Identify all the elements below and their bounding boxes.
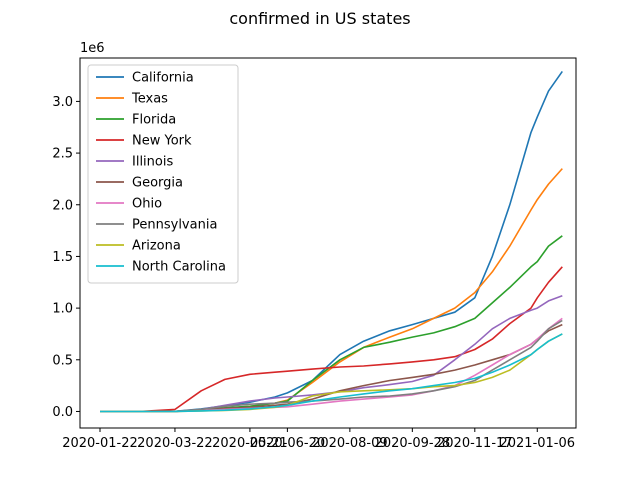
x-tick-label: 2020-08-09 bbox=[312, 436, 388, 451]
legend-label-5: Georgia bbox=[132, 176, 183, 191]
plot-area-frame bbox=[79, 57, 577, 429]
legend-label-8: Arizona bbox=[132, 239, 181, 254]
legend-box bbox=[87, 64, 239, 284]
x-axis: 2020-01-22 2020-03-22 2020-05-212020-06-20… bbox=[62, 428, 575, 451]
series-line-9 bbox=[100, 333, 563, 413]
x-tick-label: 2020-06-20 bbox=[250, 436, 326, 451]
y-tick-label: 2.5 bbox=[52, 147, 73, 162]
series-line-7 bbox=[100, 319, 563, 413]
legend: California Texas Florida New York Illinois Ge… bbox=[87, 64, 239, 284]
y-tick-label: 1.5 bbox=[52, 250, 73, 265]
chart-title: confirmed in US states bbox=[229, 9, 410, 28]
x-tick-label: 2020-09-28 bbox=[375, 436, 451, 451]
legend-label-9: North Carolina bbox=[132, 260, 226, 275]
y-tick-label: 3.0 bbox=[52, 95, 73, 110]
x-tick-label: 2020-03-22 bbox=[137, 436, 213, 451]
y-tick-label: 0.0 bbox=[52, 405, 73, 420]
legend-label-1: Texas bbox=[131, 92, 168, 107]
legend-label-7: Pennsylvania bbox=[132, 218, 217, 233]
series-line-3 bbox=[100, 266, 563, 413]
y-axis-offset-label: 1e6 bbox=[80, 41, 105, 56]
y-tick-label: 1.0 bbox=[52, 302, 73, 317]
legend-label-6: Ohio bbox=[132, 197, 162, 212]
y-tick-label: 0.5 bbox=[52, 353, 73, 368]
legend-label-4: Illinois bbox=[132, 155, 173, 170]
legend-label-3: New York bbox=[132, 134, 192, 149]
y-axis: 0.0 0.5 1.0 1.5 2.0 2.5 3.0 bbox=[52, 95, 80, 420]
x-tick-label: 2020-01-22 bbox=[62, 436, 138, 451]
x-tick-label: 2021-01-06 bbox=[499, 436, 575, 451]
x-tick-label: 2020-05-21 bbox=[212, 436, 288, 451]
legend-label-2: Florida bbox=[132, 113, 176, 128]
y-tick-label: 2.0 bbox=[52, 198, 73, 213]
x-tick-label: 2020-11-17 bbox=[437, 436, 513, 451]
series-layer bbox=[100, 70, 563, 413]
legend-label-0: California bbox=[132, 71, 194, 86]
